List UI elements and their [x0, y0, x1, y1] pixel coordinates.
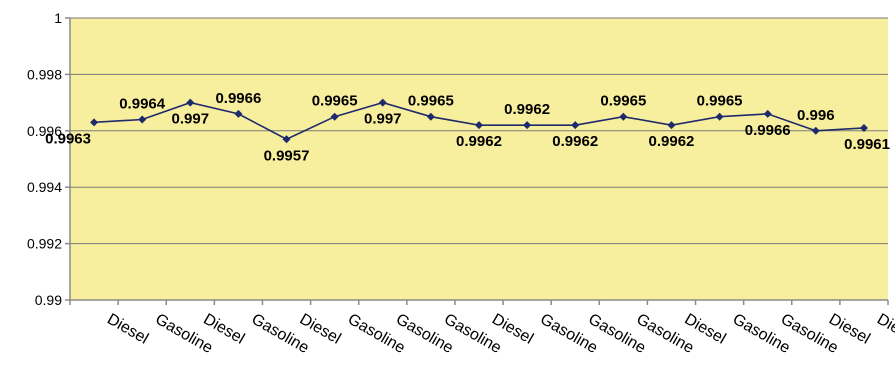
data-label: 0.997 — [364, 111, 402, 128]
data-label: 0.9962 — [504, 101, 550, 118]
y-tick-label: 0.99 — [35, 292, 62, 308]
y-tick-label: 0.998 — [27, 66, 62, 82]
y-tick-label: 0.992 — [27, 236, 62, 252]
y-tick-label: 0.994 — [27, 179, 62, 195]
data-point — [667, 121, 676, 130]
data-label: 0.9961 — [844, 136, 890, 153]
data-labels: 0.9963 0.9964 0.997 0.9966 0.9957 0.9965 0.997… — [45, 90, 890, 164]
y-tick-label: 0.996 — [27, 123, 62, 139]
data-point — [330, 112, 339, 121]
data-point — [715, 112, 724, 121]
data-label: 0.997 — [172, 111, 210, 128]
data-label: 0.9966 — [215, 90, 261, 107]
data-label: 0.9963 — [45, 130, 91, 147]
plot-area — [70, 18, 888, 300]
data-label: 0.9962 — [552, 133, 598, 150]
data-label: 0.9962 — [649, 133, 695, 150]
data-label: 0.9962 — [456, 133, 502, 150]
series-markers — [90, 98, 868, 144]
y-axis-ticks: 0.99 0.992 0.994 0.996 0.998 1 — [27, 10, 70, 308]
x-category-label: Diesel — [104, 311, 151, 348]
data-point — [475, 121, 483, 130]
data-label: 0.9965 — [697, 93, 743, 110]
data-point — [378, 98, 387, 107]
data-label: 0.996 — [797, 107, 835, 124]
data-point — [138, 115, 147, 124]
data-point — [811, 126, 820, 135]
gridlines — [70, 17, 888, 245]
data-point — [571, 121, 580, 130]
data-point — [859, 123, 868, 132]
data-point — [619, 112, 628, 121]
y-tick-label: 1 — [54, 10, 62, 26]
data-label: 0.9965 — [312, 93, 358, 110]
data-label: 0.9965 — [408, 93, 454, 110]
data-point — [763, 109, 772, 118]
data-label: 0.9965 — [600, 93, 646, 110]
data-label: 0.9966 — [745, 122, 791, 139]
data-label: 0.9957 — [264, 147, 310, 164]
x-category-label: Diesel — [874, 311, 895, 348]
data-point — [523, 121, 532, 130]
data-point — [90, 118, 99, 127]
data-point — [282, 135, 291, 144]
data-label: 0.9964 — [119, 96, 166, 113]
data-point — [234, 109, 243, 118]
data-point — [186, 98, 195, 107]
data-point — [426, 112, 435, 121]
